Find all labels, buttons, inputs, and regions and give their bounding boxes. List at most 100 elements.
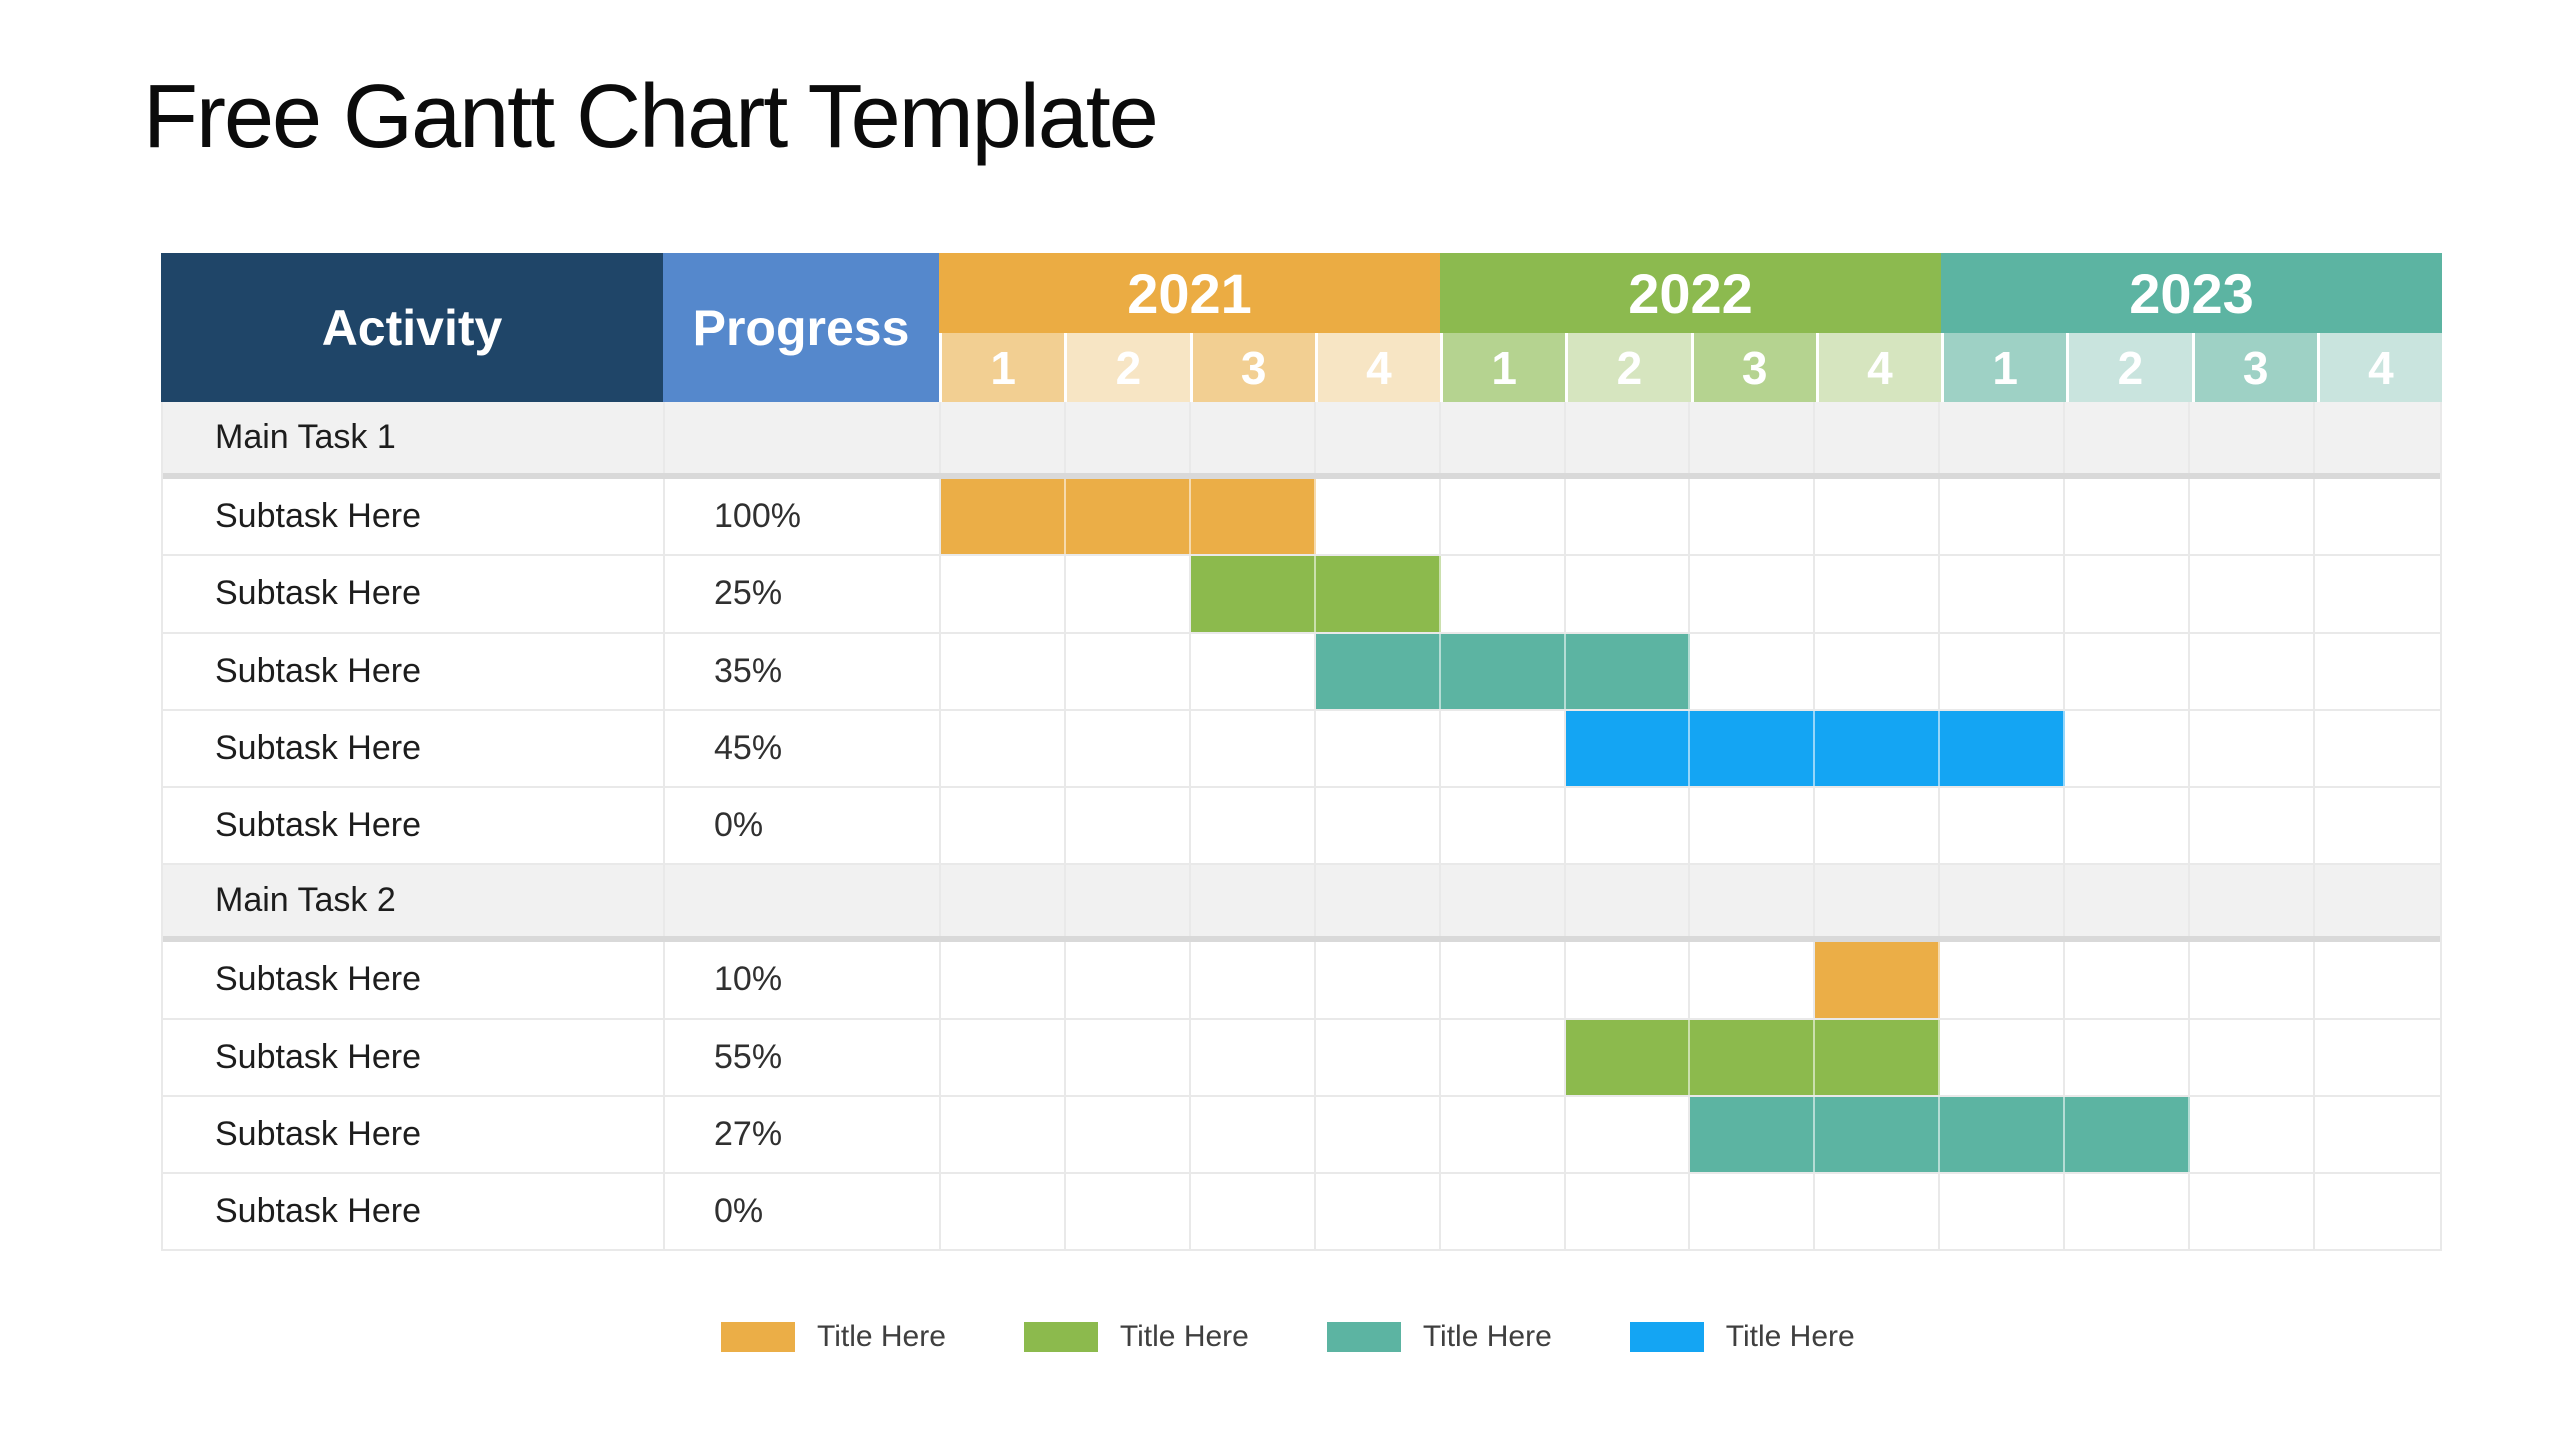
gantt-cell (1690, 402, 1816, 474)
gantt-cell (1815, 787, 1941, 864)
gantt-cell (2065, 633, 2191, 709)
gantt-cell (1566, 942, 1691, 1018)
gantt-cell (1815, 633, 1941, 709)
progress-cell: 10% (665, 942, 941, 1018)
gantt-cell (1066, 1096, 1191, 1172)
gantt-cell (2315, 1097, 2440, 1172)
gantt-cell (941, 1173, 1066, 1250)
gantt-header: Activity Progress 2021 2022 2023 1 2 3 4… (161, 253, 2442, 402)
progress-cell: 45% (665, 710, 941, 786)
legend-item: Title Here (721, 1320, 946, 1354)
quarter-header-2022-q3: 3 (1690, 333, 1816, 402)
gantt-cell (1690, 633, 1816, 709)
year-header-2022: 2022 (1440, 253, 1941, 333)
progress-cell: 27% (665, 1096, 941, 1172)
subtask-row: Subtask Here 55% (163, 1019, 2440, 1097)
gantt-cell (941, 710, 1066, 786)
progress-cell: 0% (665, 1173, 941, 1250)
gantt-cell (941, 402, 1066, 474)
gantt-cell (1316, 402, 1441, 474)
gantt-cell (1316, 865, 1441, 937)
gantt-cell (2315, 479, 2440, 554)
gantt-bar-cell (941, 479, 1066, 555)
quarter-header-2022-q1: 1 (1440, 333, 1566, 402)
activity-cell: Subtask Here (163, 942, 665, 1018)
subtask-row: Subtask Here 100% (163, 479, 2440, 557)
gantt-cell (2190, 942, 2316, 1018)
gantt-cell (941, 1019, 1066, 1095)
gantt-cell (1566, 402, 1691, 474)
legend-label: Title Here (817, 1320, 946, 1353)
activity-cell: Subtask Here (163, 787, 665, 864)
gantt-cell (1441, 1173, 1566, 1250)
gantt-bar-cell (1940, 1096, 2066, 1172)
subtask-row: Subtask Here 0% (163, 1173, 2440, 1252)
gantt-cell (2315, 1020, 2440, 1095)
gantt-cell (1566, 787, 1691, 864)
gantt-cell (1690, 787, 1816, 864)
legend-swatch-teal (1326, 1322, 1401, 1352)
legend-swatch-green (1023, 1322, 1098, 1352)
gantt-cell (1815, 402, 1941, 474)
gantt-cell (1940, 1019, 2066, 1095)
progress-cell: 25% (665, 556, 941, 632)
activity-cell: Subtask Here (163, 633, 665, 709)
gantt-cell (2065, 1019, 2191, 1095)
quarter-header-2023-q3: 3 (2191, 333, 2317, 402)
gantt-rows: Main Task 1 Subtask Here 100% Subtask Here 2… (161, 402, 2442, 1252)
gantt-cell (2190, 633, 2316, 709)
gantt-cell (1940, 1173, 2066, 1250)
legend-label: Title Here (1422, 1320, 1552, 1353)
gantt-cell (1441, 942, 1566, 1018)
gantt-cell (2065, 787, 2191, 864)
gantt-cell (2315, 556, 2440, 631)
gantt-cell (2190, 1173, 2316, 1250)
quarter-header-2022-q2: 2 (1565, 333, 1691, 402)
gantt-cell (2315, 942, 2440, 1017)
activity-cell: Subtask Here (163, 479, 665, 555)
gantt-cell (1441, 556, 1566, 632)
gantt-cell (2190, 1019, 2316, 1095)
gantt-cell (1815, 556, 1941, 632)
gantt-cell (1191, 1173, 1316, 1250)
subtask-row: Subtask Here 10% (163, 942, 2440, 1020)
gantt-bar-cell (1565, 1019, 1691, 1095)
legend-swatch-orange (721, 1322, 795, 1352)
gantt-cell (1316, 942, 1441, 1018)
progress-cell (665, 865, 941, 937)
gantt-cell (1566, 1096, 1691, 1172)
gantt-cell (2315, 711, 2440, 786)
gantt-cell (1441, 1019, 1566, 1095)
gantt-bar-cell (1690, 1096, 1816, 1172)
activity-cell: Subtask Here (163, 1096, 665, 1172)
gantt-bar-cell (2065, 1096, 2191, 1172)
year-header-2023: 2023 (1941, 253, 2442, 333)
progress-column-header: Progress (663, 253, 939, 402)
gantt-bar-cell (1815, 1096, 1941, 1172)
gantt-cell (1566, 556, 1691, 632)
gantt-cell (1191, 1096, 1316, 1172)
gantt-cell (1940, 865, 2066, 937)
gantt-cell (1316, 1173, 1441, 1250)
gantt-cell (1441, 865, 1566, 937)
gantt-bar-cell (1815, 1019, 1941, 1095)
quarter-header-2021-q4: 4 (1314, 333, 1440, 402)
legend-label: Title Here (1119, 1320, 1249, 1353)
quarter-header-2022-q4: 4 (1815, 333, 1941, 402)
activity-cell: Main Task 1 (163, 402, 665, 474)
gantt-cell (941, 942, 1066, 1018)
quarter-header-2021-q3: 3 (1189, 333, 1315, 402)
progress-cell (665, 402, 941, 474)
activity-cell: Subtask Here (163, 1173, 665, 1250)
activity-cell: Subtask Here (163, 1019, 665, 1095)
gantt-cell (1940, 556, 2066, 632)
gantt-cell (941, 865, 1066, 937)
gantt-cell (2065, 479, 2191, 555)
gantt-cell (2065, 402, 2191, 474)
gantt-cell (1690, 556, 1816, 632)
gantt-cell (1690, 1173, 1816, 1250)
gantt-cell (1566, 865, 1691, 937)
gantt-cell (2315, 1174, 2440, 1249)
activity-cell: Main Task 2 (163, 865, 665, 937)
gantt-bar-cell (1190, 556, 1316, 632)
